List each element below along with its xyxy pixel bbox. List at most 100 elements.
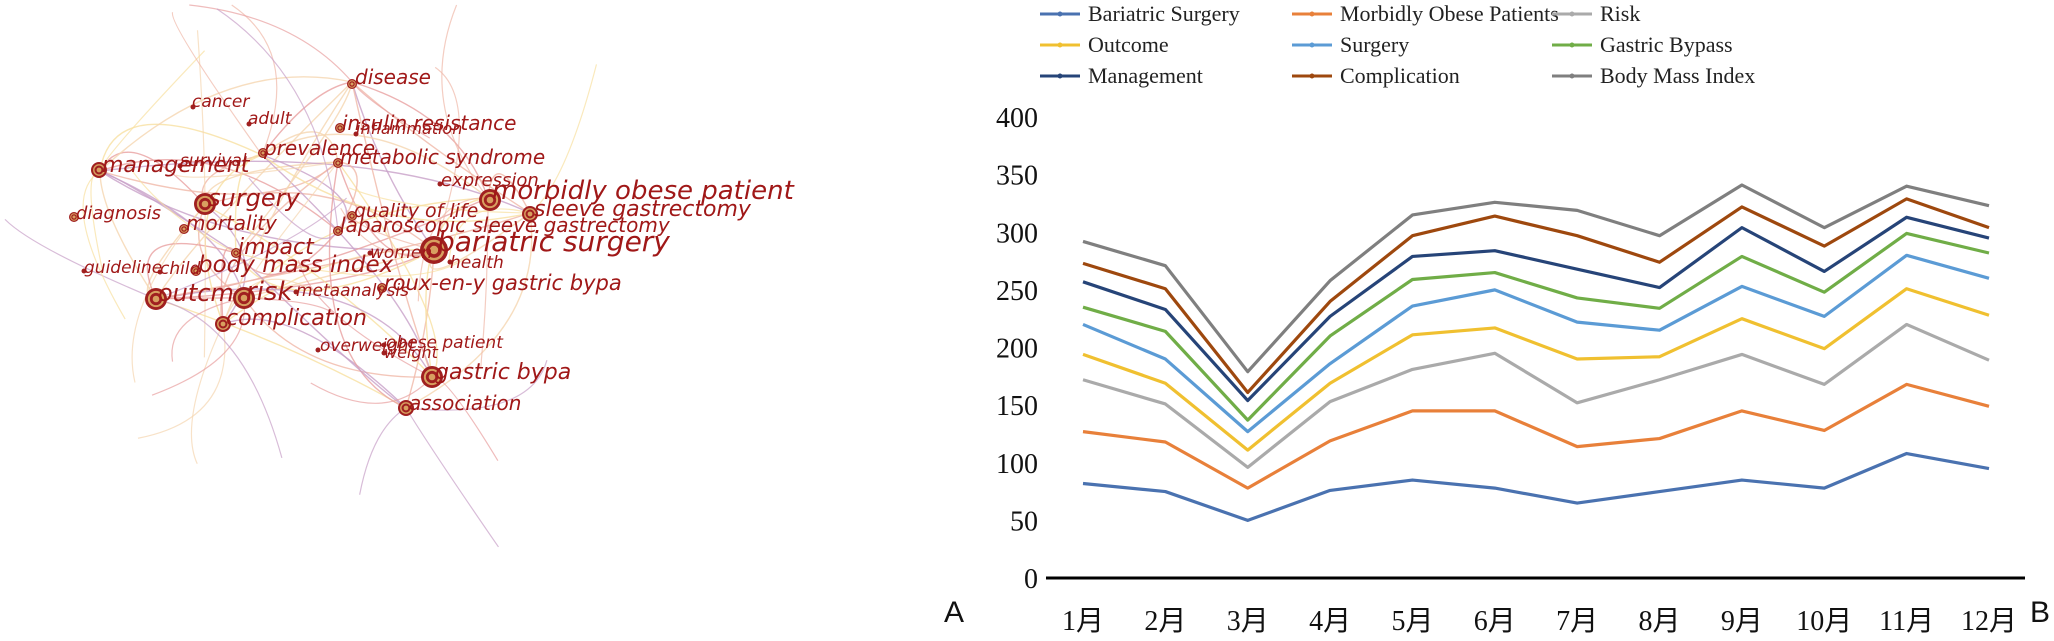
keyword-label-metabolic-syndrome: metabolic syndrome — [340, 145, 545, 169]
network-nodes — [69, 79, 538, 416]
keyword-label-body-mass-index: body mass index — [198, 252, 394, 278]
network-edge — [297, 260, 433, 378]
network-edge — [196, 30, 206, 206]
keyword-label-insulin-resistance: insulin resistance — [342, 111, 516, 135]
series-line-bariatric-surgery — [1082, 451, 1990, 522]
legend-label: Surgery — [1340, 32, 1409, 57]
keyword-label-management: management — [102, 153, 251, 178]
node-roux-en-y-gastric-bypa — [377, 283, 387, 293]
node-survival — [177, 163, 183, 169]
keyword-label-impact: impact — [238, 235, 315, 260]
node-insulin-resistance — [335, 123, 345, 133]
node-mortality — [179, 224, 189, 234]
network-edge — [4, 218, 157, 300]
network-edge — [234, 154, 263, 254]
x-tick-label: 1月 — [1062, 606, 1104, 636]
node-bariatric-surgery — [420, 236, 448, 264]
network-edge — [235, 81, 353, 254]
x-tick-label: 4月 — [1309, 606, 1351, 636]
network-edge — [248, 177, 339, 240]
keyword-label-risk: risk — [246, 277, 293, 307]
network-edge — [189, 4, 353, 83]
node-sleeve-gastrectomy — [522, 206, 538, 222]
network-edge — [99, 151, 206, 206]
network-edge — [151, 297, 246, 396]
legend-item-management: Management — [1040, 63, 1203, 88]
y-tick-label: 100 — [996, 449, 1038, 480]
network-edge — [155, 288, 433, 378]
series-line-surgery — [1082, 253, 1990, 434]
node-metaanalysis — [293, 289, 299, 295]
keyword-label-roux-en-y-gastric-bypa: roux-en-y gastric bypa — [384, 271, 622, 295]
keyword-label-child: child — [160, 259, 201, 279]
node-inflammation — [353, 131, 359, 137]
network-edge — [529, 64, 598, 214]
legend-label: Morbidly Obese Patients — [1340, 1, 1559, 26]
network-edge — [351, 81, 531, 214]
network-edge — [349, 187, 531, 214]
network-edge — [204, 204, 433, 378]
keyword-label-sleeve-gastrectomy: sleeve gastrectomy — [534, 197, 752, 222]
legend-item-gastric-bypass: Gastric Bypass — [1552, 32, 1733, 57]
node-metabolic-syndrome — [333, 158, 343, 168]
node-body-mass-index — [191, 266, 201, 276]
node-health — [447, 259, 453, 265]
series-line-morbidly-obese-patients — [1082, 382, 1990, 490]
network-edge — [254, 161, 339, 273]
y-tick-label: 200 — [996, 334, 1038, 365]
network-edge — [127, 163, 237, 254]
network-edge — [337, 161, 358, 232]
x-axis: 1月 2月 3月 4月 5月 6月 7月 8月 9月 10月 11月 12月 — [1046, 576, 2025, 637]
network-edge — [441, 4, 489, 199]
network-edge — [82, 170, 126, 320]
series-line-management — [1082, 215, 1990, 403]
keyword-label-association: association — [409, 391, 521, 415]
keyword-label-disease: disease — [355, 65, 431, 89]
node-disease — [347, 79, 357, 89]
keyword-label-inflammation: inflammation — [356, 119, 462, 138]
network-edge — [480, 197, 489, 368]
x-tick-label: 12月 — [1961, 606, 2017, 636]
keyword-label-morbidly-obese-patient: morbidly obese patient — [492, 176, 795, 206]
node-surgery — [194, 193, 216, 215]
node-weight — [381, 350, 387, 356]
series-line-gastric-bypass — [1082, 231, 1990, 422]
keyword-label-gastric-bypa: gastric bypa — [435, 360, 571, 385]
network-edge — [417, 197, 489, 302]
y-tick-label: 0 — [1024, 564, 1038, 595]
node-laparoscopic-sleeve-gastrectomy — [333, 226, 343, 236]
network-edge — [243, 297, 433, 378]
network-edge — [351, 81, 435, 251]
series-line-body-mass-index — [1082, 183, 1990, 374]
network-edge — [99, 158, 339, 232]
network-edge — [175, 161, 339, 178]
node-prevalence — [258, 148, 268, 158]
network-edge — [231, 4, 278, 156]
network-edge — [99, 123, 263, 172]
y-tick-label: 350 — [996, 161, 1038, 192]
network-edge — [337, 161, 438, 378]
network-edge — [203, 204, 206, 358]
node-complication — [215, 316, 231, 332]
network-edge — [261, 154, 348, 232]
network-edge — [261, 133, 489, 199]
keyword-label-expression: expression — [441, 170, 539, 191]
keyword-label-weight: weight — [384, 343, 439, 362]
legend-item-outcome: Outcome — [1040, 32, 1169, 57]
network-edge — [155, 81, 353, 300]
network-edge — [216, 8, 339, 232]
network-edge — [431, 376, 499, 461]
stacked-line-chart: Bariatric Surgery Morbidly Obese Patients… — [996, 1, 2025, 637]
node-impact — [231, 248, 241, 258]
network-edge — [235, 252, 468, 277]
keyword-label-survival: survival — [180, 151, 247, 171]
keyword-label-bariatric-surgery: bariatric surgery — [437, 225, 670, 258]
node-adult — [246, 121, 252, 127]
legend-label: Body Mass Index — [1600, 63, 1755, 88]
network-edge — [487, 173, 531, 214]
network-edge — [99, 170, 157, 300]
x-tick-label: 6月 — [1474, 606, 1516, 636]
legend-item-complication: Complication — [1292, 63, 1460, 88]
